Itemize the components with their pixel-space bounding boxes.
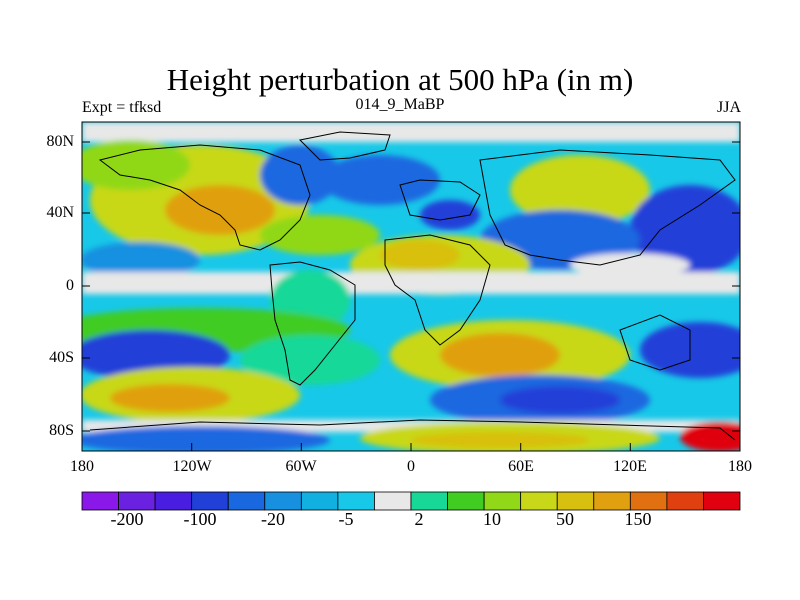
lon-tick-label: 120E	[613, 458, 647, 475]
experiment-id: 014_9_MaBP	[355, 96, 445, 113]
season-label: JJA	[716, 99, 741, 116]
colorbar-tick-label: 50	[556, 509, 574, 529]
colorbar-swatch	[666, 491, 704, 511]
axis-ticks	[81, 141, 741, 451]
lon-tick-label: 180	[70, 458, 94, 475]
colorbar-swatch	[264, 491, 302, 511]
coastlines	[89, 131, 736, 441]
colorbar-swatch	[483, 491, 522, 511]
lat-tick-label: 0	[66, 277, 74, 294]
colorbar-tick-label: 150	[624, 509, 652, 529]
lat-tick-label: 80N	[46, 133, 74, 150]
lat-tick-label: 40N	[46, 204, 74, 221]
colorbar-swatch	[447, 491, 485, 511]
lon-tick-label: 120W	[172, 458, 212, 475]
colorbar-tick-label: 10	[483, 509, 501, 529]
height-field	[82, 122, 740, 451]
colorbar-tick-label: -100	[183, 509, 217, 529]
colorbar-swatch	[81, 491, 119, 511]
colorbar-swatch	[191, 491, 229, 511]
colorbar-tick-label: -5	[338, 509, 354, 529]
colorbar-swatch	[703, 491, 741, 511]
colorbar-swatch	[629, 491, 668, 511]
colorbar-swatch	[118, 491, 156, 511]
colorbar-swatch	[520, 491, 558, 511]
lon-tick-label: 60E	[508, 458, 534, 475]
colorbar-swatch	[154, 491, 193, 511]
experiment-label: Expt = tfksd	[82, 99, 162, 116]
colorbar-swatch	[556, 491, 595, 511]
colorbar	[81, 491, 741, 511]
lon-tick-label: 0	[407, 458, 415, 475]
colorbar-swatch	[410, 491, 448, 511]
lon-tick-label: 180	[728, 458, 752, 475]
colorbar-tick-label: 2	[414, 509, 424, 529]
colorbar-swatch	[227, 491, 266, 511]
lat-tick-label: 40S	[49, 349, 74, 366]
lon-tick-label: 60W	[285, 458, 317, 475]
colorbar-swatch	[374, 491, 412, 511]
lat-tick-label: 80S	[49, 422, 74, 439]
colorbar-tick-label: -20	[261, 509, 285, 529]
colorbar-swatch	[337, 491, 375, 511]
colorbar-swatch	[300, 491, 339, 511]
colorbar-tick-label: -200	[110, 509, 144, 529]
colorbar-swatch	[593, 491, 631, 511]
plot-title: Height perturbation at 500 hPa (in m)	[166, 62, 634, 97]
